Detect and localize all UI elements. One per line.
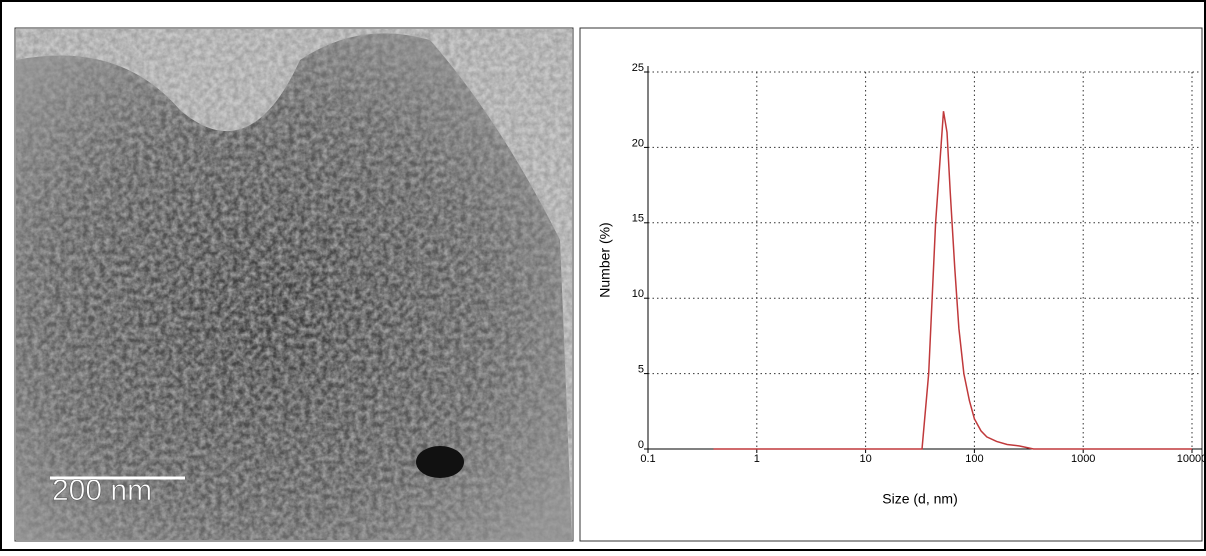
x-tick-label: 10 <box>859 453 871 465</box>
y-tick-label: 25 <box>632 62 644 74</box>
x-tick-label: 100 <box>965 453 983 465</box>
x-tick-label: 1000 <box>1071 453 1095 465</box>
tem-image <box>16 29 572 540</box>
y-tick-label: 10 <box>632 288 644 300</box>
y-axis-label: Number (%) <box>597 222 613 297</box>
image-grain <box>16 29 572 540</box>
y-tick-label: 0 <box>638 439 644 451</box>
x-tick-label: 0.1 <box>640 453 655 465</box>
chart-frame <box>579 27 1203 542</box>
scale-bar-label: 200 nm <box>52 474 152 507</box>
plot: 0 5 10 15 20 25 0.1 1 10 100 1000 10000 <box>632 62 1206 465</box>
image-frame <box>14 27 574 542</box>
data-line <box>713 111 1192 450</box>
y-tick-label: 20 <box>632 137 644 149</box>
dark-particle <box>416 446 464 478</box>
x-tick-label: 10000 <box>1177 453 1206 465</box>
x-axis-label: Size (d, nm) <box>882 491 957 507</box>
x-tick-label: 1 <box>754 453 760 465</box>
y-tick-label: 15 <box>632 213 644 225</box>
y-tick-label: 5 <box>638 364 644 376</box>
